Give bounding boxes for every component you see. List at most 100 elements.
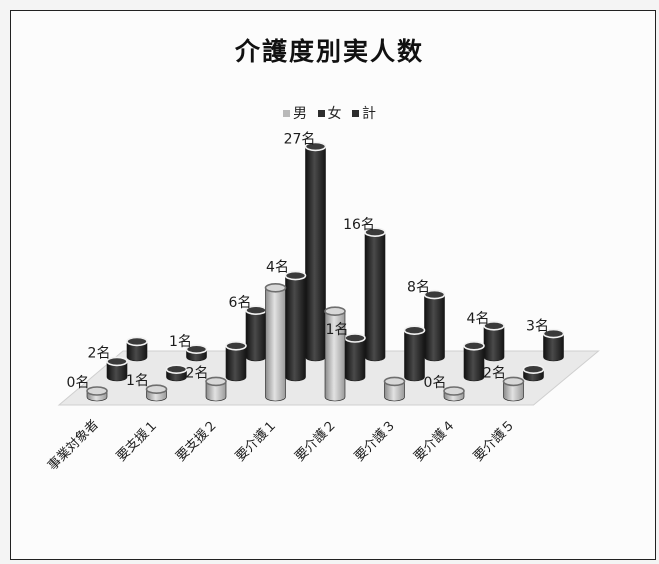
bar-total-4 xyxy=(364,227,386,362)
bar-body xyxy=(364,231,386,362)
bar-top xyxy=(145,384,168,395)
chart-title: 介護度別実人数 xyxy=(234,37,424,66)
bar-top xyxy=(185,344,208,355)
bar-body xyxy=(225,345,247,382)
data-label: 2名 xyxy=(483,365,506,381)
bar-total-6 xyxy=(483,320,505,362)
category-label: 要介護５ xyxy=(470,417,518,465)
bar-top xyxy=(86,386,108,396)
chart-legend: 男 女 計 xyxy=(0,103,659,123)
bar-body xyxy=(285,275,306,382)
bar-top xyxy=(284,270,307,281)
category-label: 要介護１ xyxy=(232,417,280,465)
legend-item-male: 男 xyxy=(283,103,307,123)
category-label: 要介護３ xyxy=(351,417,399,465)
bar-top xyxy=(264,282,287,293)
bar-female-5 xyxy=(403,325,426,382)
bar-male-3 xyxy=(264,282,287,402)
bar-top xyxy=(364,227,386,237)
data-label: 2名 xyxy=(88,345,111,361)
bar-total-5 xyxy=(423,289,446,362)
data-label: 1名 xyxy=(326,322,349,338)
bar-top xyxy=(502,376,525,387)
data-label: 1名 xyxy=(169,334,192,350)
bar-body xyxy=(543,333,564,362)
bar-female-0 xyxy=(106,356,128,382)
bar-male-0 xyxy=(86,386,108,402)
bar-total-7 xyxy=(542,328,565,362)
bar-top xyxy=(126,336,148,347)
bar-body xyxy=(384,381,405,402)
bar-body xyxy=(126,341,148,362)
category-label: 要介護４ xyxy=(411,417,459,465)
bar-total-1 xyxy=(185,344,208,362)
category-label: 事業対象者 xyxy=(45,417,102,474)
bar-top xyxy=(383,376,406,387)
bar-top xyxy=(225,340,247,351)
bar-male-1 xyxy=(145,384,168,402)
category-label: 要支援２ xyxy=(173,417,220,464)
bar-body xyxy=(424,294,445,362)
data-label: 4名 xyxy=(266,260,289,276)
data-label: 0名 xyxy=(424,375,447,391)
legend-label-male: 男 xyxy=(293,106,308,122)
legend-label-total: 計 xyxy=(361,106,376,122)
bar-male-7 xyxy=(502,376,525,402)
data-label: 4名 xyxy=(467,311,490,327)
bar-body xyxy=(245,309,267,362)
bar-female-4 xyxy=(344,333,366,382)
bar-total-3 xyxy=(304,141,327,362)
bar-total-2 xyxy=(245,305,267,362)
bar-body xyxy=(265,287,286,402)
bar-top xyxy=(423,289,446,300)
bar-male-5 xyxy=(383,376,406,402)
data-label: 27名 xyxy=(284,131,316,147)
category-label: 要支援１ xyxy=(114,417,161,464)
bar-body xyxy=(503,381,524,402)
bar-top xyxy=(165,364,188,375)
data-label: 1名 xyxy=(126,373,149,389)
bar-body xyxy=(324,310,346,402)
bar-top xyxy=(205,376,227,387)
bar-top xyxy=(542,328,565,339)
bar-top xyxy=(403,325,426,336)
bar-body xyxy=(205,381,227,402)
bar-female-1 xyxy=(165,364,188,382)
bar-body xyxy=(106,361,128,382)
bar-top xyxy=(522,364,545,375)
legend-swatch-female xyxy=(317,110,325,117)
bar-body xyxy=(305,146,326,362)
bar-body xyxy=(344,337,366,382)
data-label: 8名 xyxy=(407,280,430,296)
bar-female-7 xyxy=(522,364,545,382)
legend-label-female: 女 xyxy=(327,106,342,122)
bar-female-2 xyxy=(225,340,247,382)
legend-item-total: 計 xyxy=(351,103,376,123)
bar-total-0 xyxy=(126,336,148,362)
data-label: 0名 xyxy=(67,375,90,391)
data-label: 16名 xyxy=(343,217,375,233)
bar-top xyxy=(106,356,128,367)
bar-body xyxy=(404,329,425,382)
bar-top xyxy=(463,340,485,351)
bar-male-4 xyxy=(324,306,346,402)
bar-female-3 xyxy=(284,270,307,382)
bar-male-2 xyxy=(205,376,227,402)
data-label: 3名 xyxy=(526,319,549,335)
bar-body xyxy=(483,325,505,362)
chart-frame xyxy=(10,10,656,560)
bar-top xyxy=(443,386,465,396)
bar-body xyxy=(463,345,485,382)
legend-item-female: 女 xyxy=(317,103,342,123)
bar-top xyxy=(483,320,505,331)
legend-swatch-male xyxy=(283,110,291,117)
data-label: 2名 xyxy=(186,365,209,381)
bar-top xyxy=(304,141,327,152)
bar-top xyxy=(324,306,346,317)
bar-female-6 xyxy=(463,340,485,382)
data-label: 6名 xyxy=(229,295,252,311)
category-label: 要介護２ xyxy=(292,417,340,465)
bar-male-6 xyxy=(443,386,465,402)
legend-swatch-total xyxy=(351,110,359,117)
